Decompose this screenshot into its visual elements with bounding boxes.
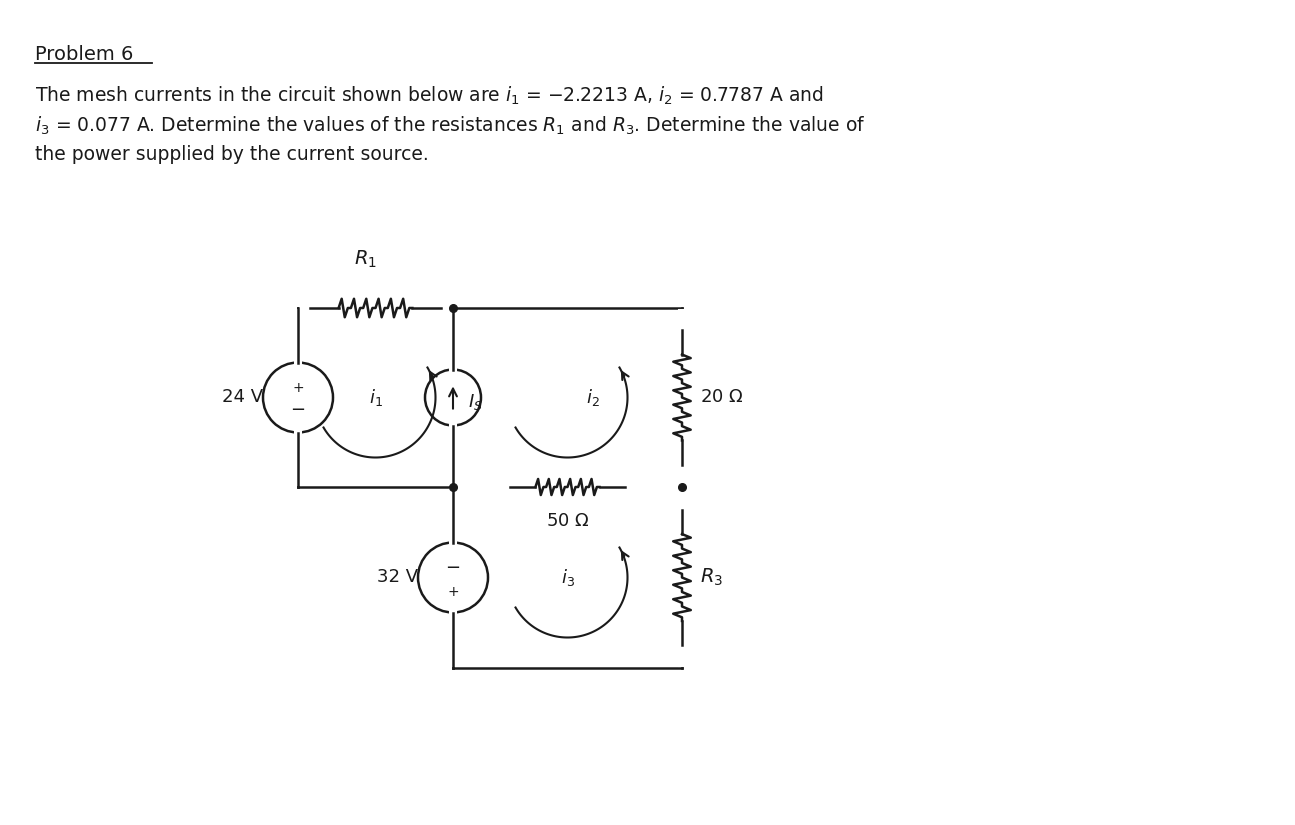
Text: $R_1$: $R_1$ (354, 248, 377, 270)
Text: +: + (293, 380, 304, 394)
Text: Problem 6: Problem 6 (35, 45, 133, 64)
Text: −: − (445, 559, 461, 577)
Text: $I_S$: $I_S$ (467, 393, 483, 412)
Text: $R_3$: $R_3$ (701, 567, 723, 588)
Text: The mesh currents in the circuit shown below are $i_1$ = $-$2.2213 A, $i_2$ = 0.: The mesh currents in the circuit shown b… (35, 85, 824, 107)
Text: $i_3$ = 0.077 A. Determine the values of the resistances $R_1$ and $R_3$. Determ: $i_3$ = 0.077 A. Determine the values of… (35, 115, 865, 137)
Text: $i_1$: $i_1$ (369, 387, 382, 408)
Text: $20\ \Omega$: $20\ \Omega$ (701, 389, 743, 407)
Text: the power supplied by the current source.: the power supplied by the current source… (35, 145, 429, 164)
Text: $i_2$: $i_2$ (585, 387, 600, 408)
Text: 32 V: 32 V (377, 568, 418, 587)
Text: $i_3$: $i_3$ (561, 567, 575, 588)
Text: 24 V: 24 V (223, 389, 264, 407)
Text: −: − (290, 402, 306, 419)
Text: $50\ \Omega$: $50\ \Omega$ (545, 512, 589, 530)
Text: +: + (447, 584, 458, 598)
